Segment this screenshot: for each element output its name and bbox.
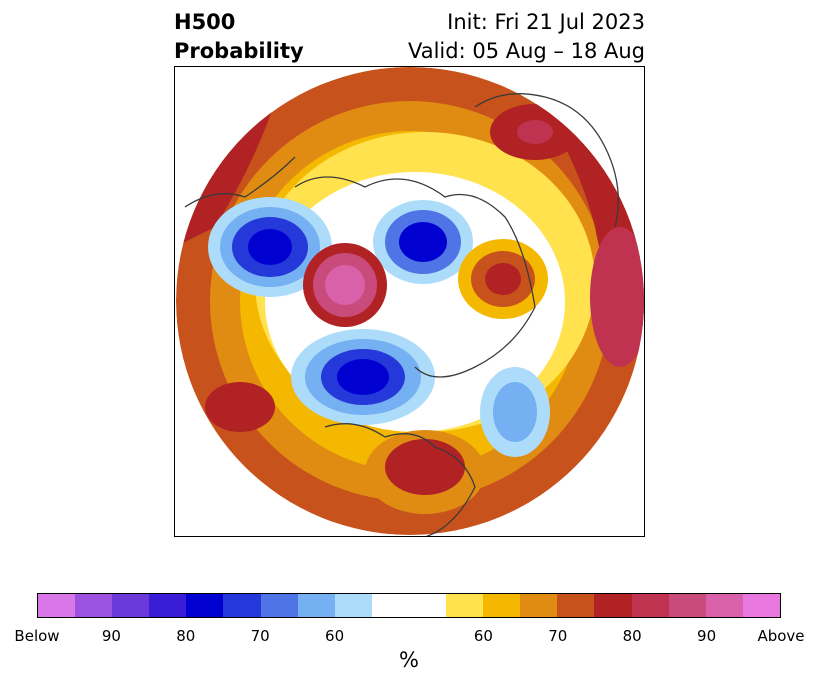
pacific-low-90 <box>248 229 292 265</box>
chart-title-right: Init: Fri 21 Jul 2023 Valid: 05 Aug – 18… <box>408 8 645 66</box>
colorbar-swatch-2 <box>112 594 150 617</box>
colorbar-swatch-13 <box>520 594 558 617</box>
colorbar-swatch-5 <box>223 594 261 617</box>
colorbar-swatch-1 <box>75 594 113 617</box>
arctic-coastline <box>294 176 536 378</box>
title-init: Init: Fri 21 Jul 2023 <box>447 10 645 34</box>
colorbar-swatch-3 <box>149 594 187 617</box>
colorbar-swatch-16 <box>631 594 669 617</box>
colorbar-tick-label-5: 60 <box>473 627 493 645</box>
colorbar-swatch-6 <box>260 594 298 617</box>
colorbar-swatch-17 <box>668 594 706 617</box>
east-edge-high <box>590 227 644 367</box>
colorbar-swatch-12 <box>483 594 521 617</box>
colorbar-swatch-15 <box>594 594 632 617</box>
colorbar-tick-label-4: 60 <box>325 627 345 645</box>
colorbar-swatch-0 <box>38 594 76 617</box>
title-product: Probability <box>174 39 304 63</box>
siberia-high-90 <box>325 265 365 305</box>
colorbar-tick-label-3: 70 <box>250 627 270 645</box>
colorbar-swatch-4 <box>186 594 224 617</box>
chart-title-left: H500 Probability <box>174 8 304 66</box>
title-valid: Valid: 05 Aug – 18 Aug <box>407 39 645 63</box>
colorbar-tick-label-8: 90 <box>697 627 717 645</box>
north-america-coastline <box>324 423 476 536</box>
colorbar-swatch-8 <box>334 594 372 617</box>
anomaly-field <box>176 67 644 535</box>
alaska-low-90 <box>337 359 389 395</box>
colorbar-tick-label-2: 80 <box>176 627 196 645</box>
colorbar-swatch-19 <box>742 594 780 617</box>
colorbar-tick-label-0: Below <box>14 627 60 645</box>
colorbar-swatch-14 <box>557 594 595 617</box>
colorbar-tick-label-6: 70 <box>548 627 568 645</box>
polar-map <box>176 67 644 536</box>
europe-high-peak <box>517 120 553 144</box>
colorbar-swatch-11 <box>446 594 484 617</box>
colorbar-swatch-18 <box>705 594 743 617</box>
coastlines <box>184 93 619 536</box>
pacific-south-above <box>205 382 275 432</box>
colorbar-unit: % <box>399 648 419 672</box>
asia-coastline <box>184 156 296 208</box>
arctic-low-90 <box>399 222 447 262</box>
us-high-80 <box>385 439 465 495</box>
colorbar-swatch-10 <box>408 594 447 617</box>
scandinavia-high-80 <box>485 263 521 295</box>
colorbar-swatch-9 <box>371 594 409 617</box>
title-field: H500 <box>174 10 236 34</box>
colorbar <box>37 593 781 618</box>
europe-coastline <box>474 93 619 228</box>
map-panel <box>174 66 645 537</box>
atlantic-low-70 <box>493 382 537 442</box>
colorbar-tick-label-9: Above <box>757 627 805 645</box>
colorbar-tick-label-1: 90 <box>101 627 121 645</box>
colorbar-tick-label-7: 80 <box>622 627 642 645</box>
colorbar-swatch-7 <box>297 594 335 617</box>
